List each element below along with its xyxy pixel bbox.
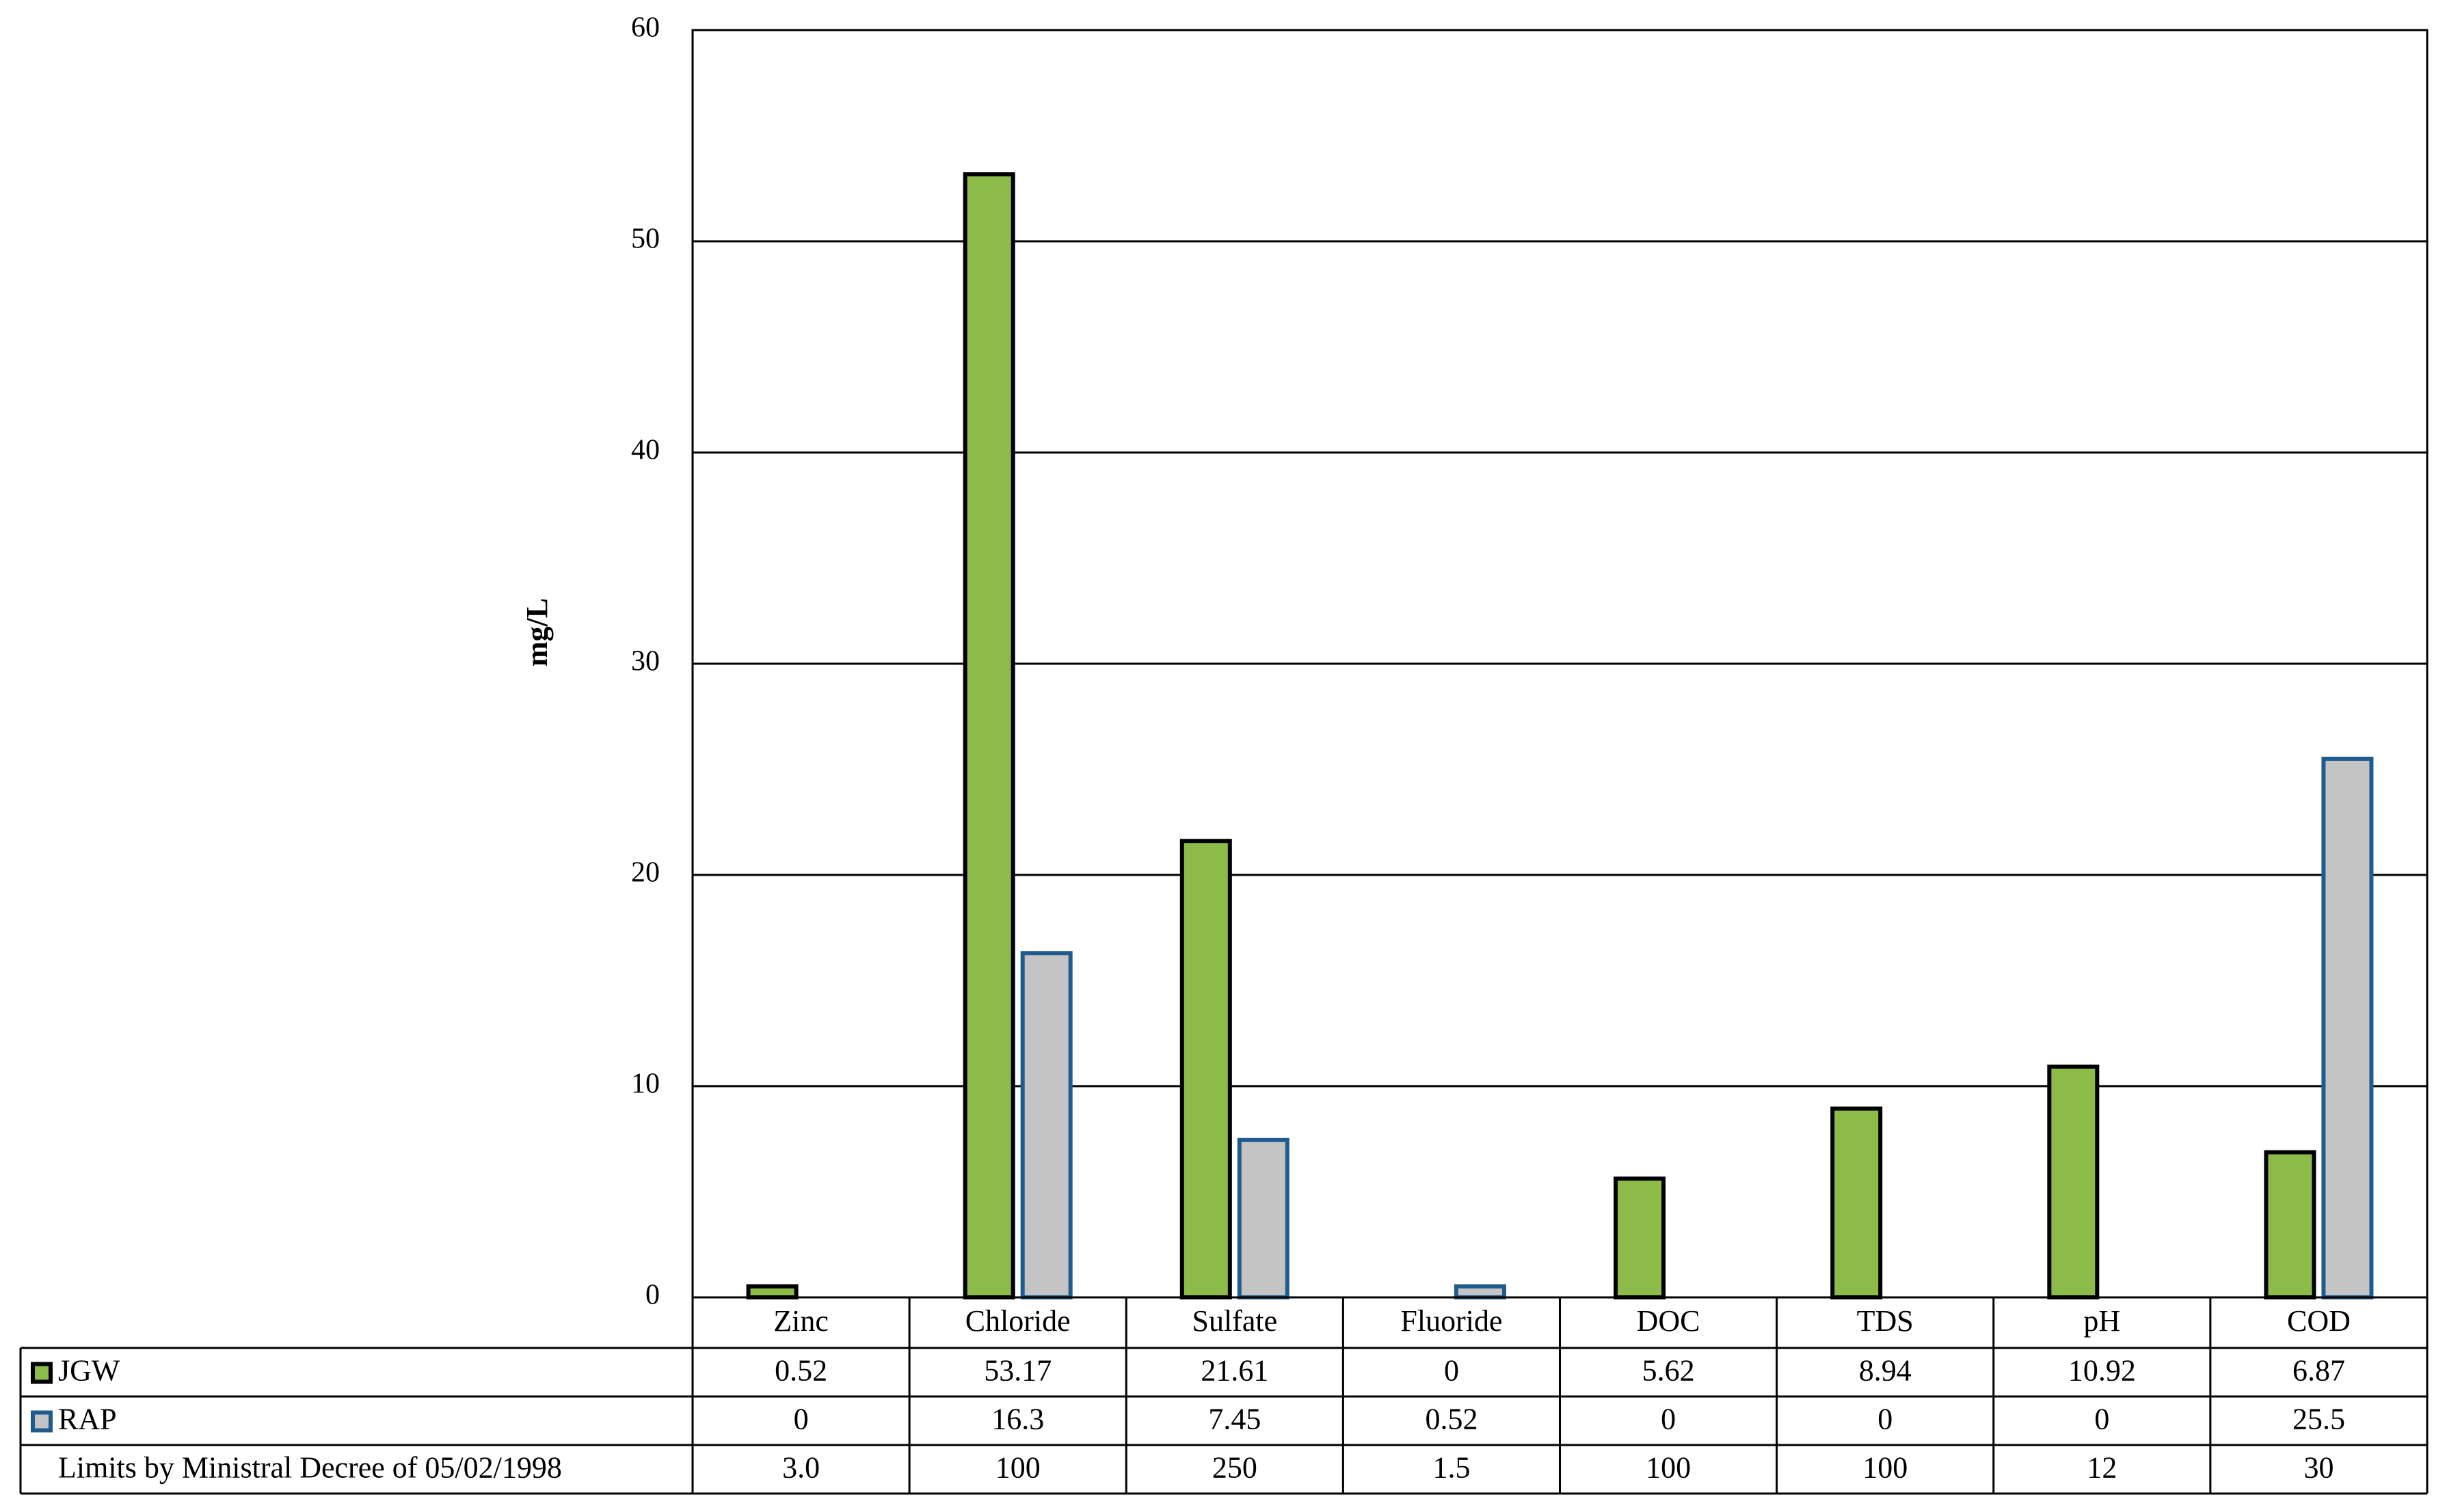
y-tick-labels: 0 10 20 30 40 50 60	[631, 12, 660, 1311]
legend-swatch-jgw	[31, 1362, 53, 1384]
table-cell: 0	[1661, 1403, 1676, 1436]
y-tick-label: 50	[631, 224, 660, 255]
bar-rap-sulfate	[1237, 1137, 1289, 1300]
gridlines	[693, 29, 2427, 1088]
table-cell: 21.61	[1201, 1354, 1268, 1388]
table-cell: 16.3	[991, 1403, 1044, 1436]
table-cell: 7.45	[1208, 1403, 1261, 1436]
bars	[746, 172, 2374, 1300]
table-cell: 12	[2087, 1451, 2117, 1485]
bar-jgw-chloride	[963, 172, 1015, 1299]
x-tick-label: Zinc	[773, 1304, 829, 1338]
table-cell: 5.62	[1642, 1354, 1695, 1388]
x-tick-label: pH	[2083, 1304, 2120, 1338]
table-cell: 0	[1877, 1403, 1893, 1436]
table-cell: 0	[2094, 1403, 2109, 1436]
legend-swatch-rap	[31, 1410, 53, 1433]
bar-rap-chloride	[1020, 951, 1073, 1299]
table-cell: 10.92	[2068, 1354, 2136, 1388]
bar-jgw-doc	[1614, 1176, 1666, 1300]
x-tick-label: Fluoride	[1400, 1304, 1502, 1338]
x-tick-label: Sulfate	[1192, 1304, 1277, 1338]
table-cell: 3.0	[782, 1451, 820, 1485]
x-tick-label: Chloride	[965, 1304, 1071, 1338]
y-tick-label: 0	[645, 1280, 660, 1311]
bar-jgw-cod	[2264, 1150, 2316, 1300]
bar-jgw-ph	[2047, 1064, 2100, 1300]
table-cell: 0	[794, 1403, 809, 1436]
bar-jgw-zinc	[746, 1284, 799, 1300]
table-cell: 53.17	[984, 1354, 1052, 1388]
table-row-label: JGW	[58, 1354, 120, 1388]
table-cell: 25.5	[2292, 1403, 2345, 1436]
y-tick-label: 30	[631, 646, 660, 677]
table-cell: 8.94	[1859, 1354, 1912, 1388]
bar-rap-fluoride	[1454, 1284, 1506, 1300]
table-cell: 0.52	[775, 1354, 827, 1388]
y-tick-label: 40	[631, 435, 660, 466]
bar-rap-cod	[2321, 757, 2374, 1300]
y-tick-label: 20	[631, 857, 660, 889]
data-table: Zinc Chloride Sulfate Fluoride DOC TDS pH COD JG…	[19, 1296, 2429, 1495]
x-tick-label: COD	[2287, 1304, 2351, 1338]
bar-jgw-sulfate	[1179, 839, 1232, 1299]
table-cell: 250	[1212, 1451, 1257, 1485]
table-row-label: Limits by Ministral Decree of 05/02/1998	[58, 1451, 562, 1485]
table-row-label: RAP	[58, 1403, 117, 1436]
table-cell: 0	[1444, 1354, 1459, 1388]
x-tick-label: DOC	[1637, 1304, 1700, 1338]
y-tick-label: 60	[631, 12, 660, 44]
bar-jgw-tds	[1830, 1106, 1883, 1300]
y-axis-label: mg/L	[520, 598, 554, 666]
table-cell: 100	[1862, 1451, 1908, 1485]
table-cell: 1.5	[1432, 1451, 1470, 1485]
table-cell: 100	[1646, 1451, 1691, 1485]
table-cell: 30	[2303, 1451, 2334, 1485]
table-cell: 6.87	[2292, 1354, 2345, 1388]
y-tick-label: 10	[631, 1068, 660, 1100]
table-cell: 100	[995, 1451, 1041, 1485]
x-tick-label: TDS	[1857, 1304, 1914, 1338]
table-cell: 0.52	[1425, 1403, 1477, 1436]
